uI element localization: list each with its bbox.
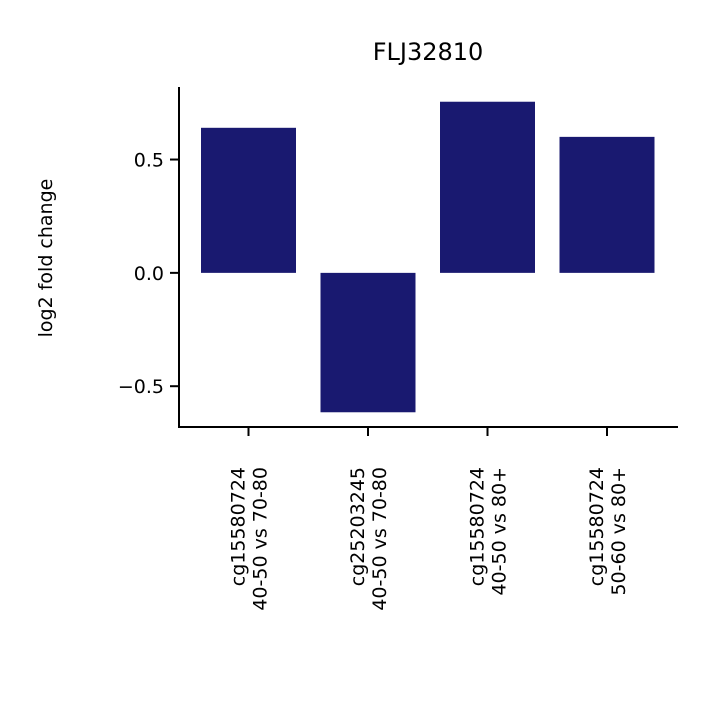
y-tick-label-3: 0.5 <box>134 150 164 172</box>
x-tick-label-2-line-2: 40-50 vs 70-80 <box>369 467 391 611</box>
bar-1 <box>201 127 296 273</box>
bar-2 <box>320 272 416 413</box>
bars-group <box>201 101 655 413</box>
x-tick-label-3-line-2: 40-50 vs 80+ <box>489 467 511 596</box>
y-axis-label: log2 fold change <box>35 179 57 338</box>
x-tick-label-1-line-1: cg15580724 <box>228 467 250 586</box>
y-axis-ticks: −0.5 0.0 0.5 <box>118 150 179 398</box>
bar-3 <box>440 101 535 273</box>
x-tick-label-2-line-1: cg25203245 <box>347 467 369 586</box>
y-tick-label-2: 0.0 <box>134 263 164 285</box>
y-tick-label-1: −0.5 <box>118 376 164 398</box>
x-tick-label-3-line-1: cg15580724 <box>467 467 489 586</box>
x-tick-label-4-line-1: cg15580724 <box>586 467 608 586</box>
chart-title: FLJ32810 <box>373 38 484 66</box>
bar-4 <box>559 136 655 273</box>
x-tick-label-4-line-2: 50-60 vs 80+ <box>608 467 630 596</box>
x-axis-ticks: cg15580724 40-50 vs 70-80 cg25203245 40-50 … <box>228 427 630 611</box>
x-tick-label-1-line-2: 40-50 vs 70-80 <box>250 467 272 611</box>
